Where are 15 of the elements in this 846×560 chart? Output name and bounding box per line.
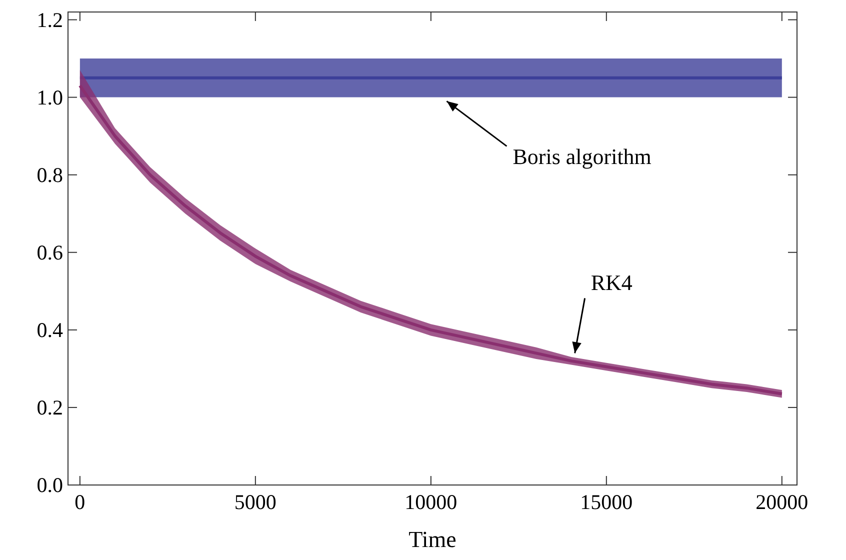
y-tick-label: 0.8: [36, 162, 63, 187]
y-tick-label: 0.0: [36, 473, 63, 497]
y-tick-label: 0.2: [36, 395, 63, 420]
annotation: Boris algorithm: [512, 144, 652, 170]
x-tick-label: 5000: [234, 490, 276, 514]
x-tick-label: 20000: [756, 490, 808, 514]
annotation: RK4: [590, 270, 632, 296]
x-tick-label: 15000: [580, 490, 633, 514]
y-tick-label: 0.6: [36, 240, 63, 264]
y-tick-label: 1.0: [36, 85, 63, 110]
y-tick-label: 0.4: [36, 318, 64, 342]
x-tick-label: 0: [74, 490, 86, 514]
y-tick-label: 1.2: [36, 8, 63, 32]
x-axis-title: Time: [408, 527, 456, 552]
x-tick-label: 10000: [404, 490, 458, 514]
